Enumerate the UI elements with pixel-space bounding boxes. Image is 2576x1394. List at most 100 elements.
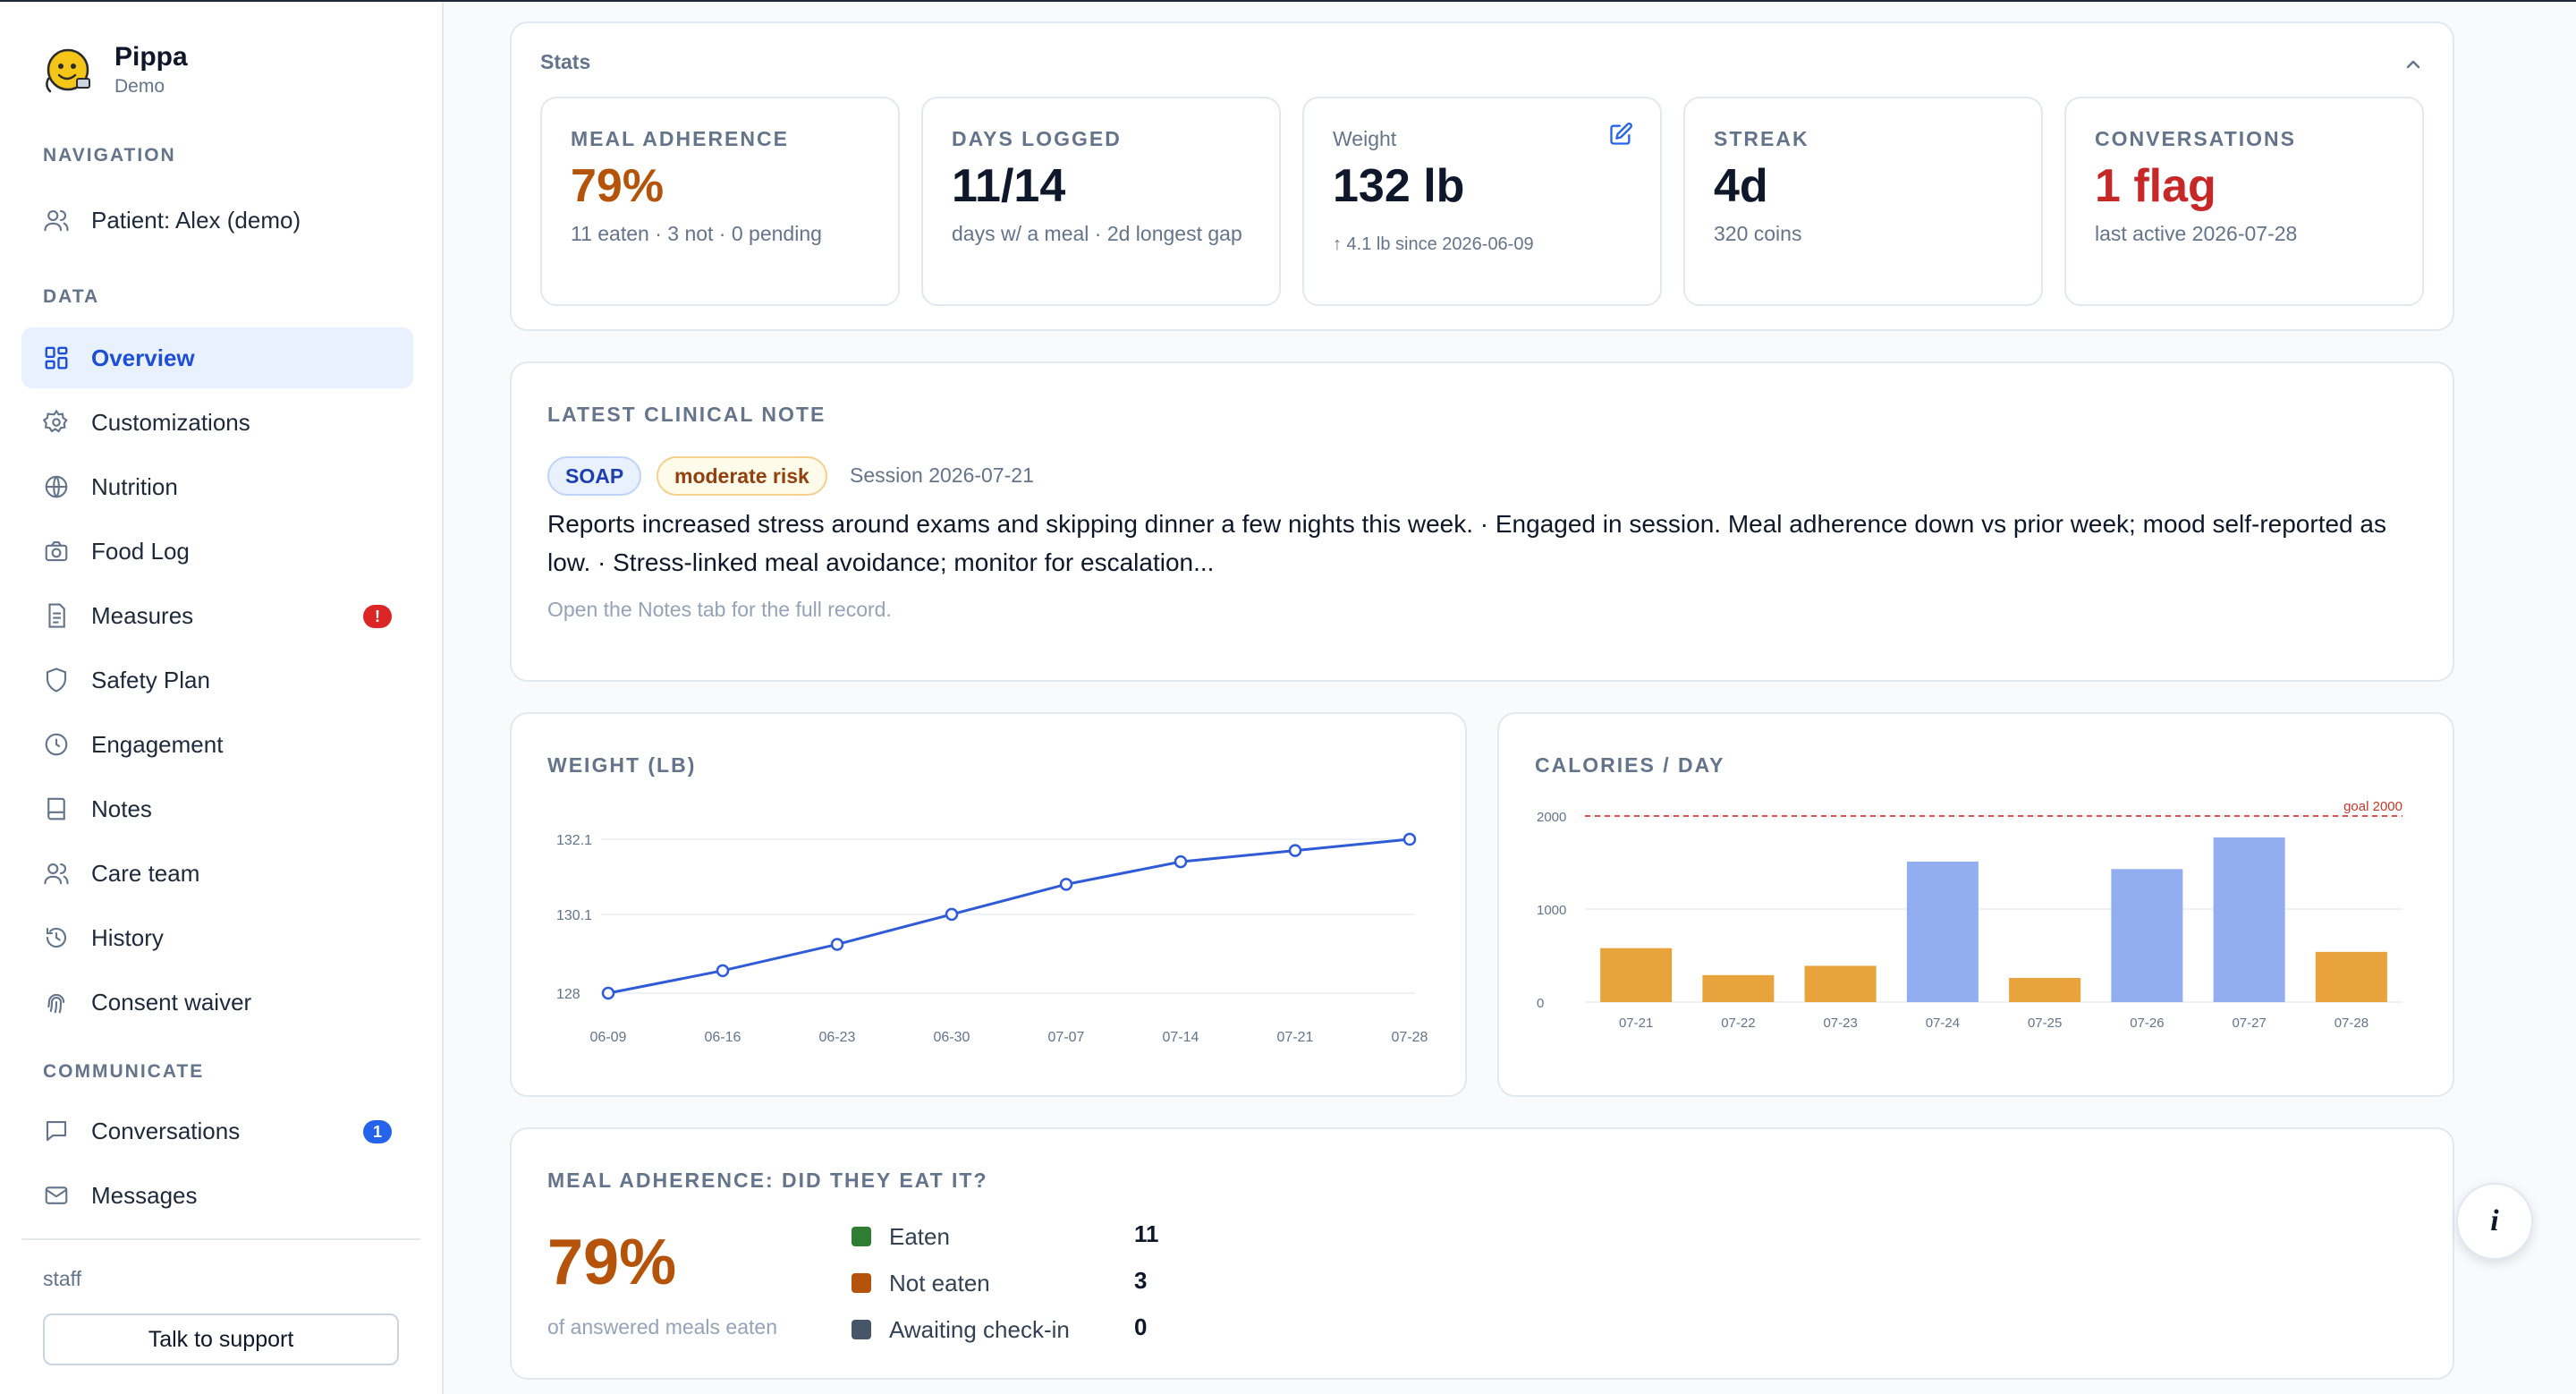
brand-name: Pippa: [114, 42, 188, 72]
stat-subtext: last active 2026-07-28: [2095, 222, 2298, 245]
sidebar-item-overview[interactable]: Overview: [21, 327, 413, 388]
users-icon: [44, 863, 69, 885]
stat-value: 11/14: [952, 160, 1066, 212]
x-tick-label: 07-27: [2232, 1016, 2266, 1031]
stat-value: 1 flag: [2095, 160, 2216, 212]
patient-selector[interactable]: Patient: Alex (demo): [21, 190, 413, 251]
calorie-bar: [1702, 974, 1775, 1002]
calorie-bar: [2315, 951, 2387, 1002]
legend-eaten: Eaten: [852, 1220, 950, 1253]
sidebar-item-customizations[interactable]: Customizations: [21, 392, 413, 453]
brand-subtitle: Demo: [114, 76, 165, 97]
data-point: [945, 907, 959, 922]
stat-value: 79%: [571, 160, 665, 212]
legend-value: 11: [1134, 1220, 1159, 1247]
legend-swatch: [852, 1320, 871, 1339]
sidebar-item-history[interactable]: History: [21, 907, 413, 968]
data-point: [830, 938, 844, 951]
shield-icon: [46, 667, 67, 693]
info-button[interactable]: i: [2456, 1183, 2533, 1260]
measures-alert-badge: !: [363, 605, 392, 628]
sidebar-item-consent-waiver[interactable]: Consent waiver: [21, 972, 413, 1033]
x-tick-label: 07-28: [2334, 1016, 2368, 1031]
sidebar-item-food-log[interactable]: Food Log: [21, 521, 413, 582]
stat-label: Weight: [1333, 127, 1397, 150]
calorie-bar: [1600, 948, 1673, 1002]
stat-subtext: 11 eaten · 3 not · 0 pending: [571, 222, 822, 245]
legend-swatch: [852, 1227, 871, 1246]
brand[interactable]: Pippa Demo: [41, 41, 188, 100]
meal-adherence-title: MEAL ADHERENCE: DID THEY EAT IT?: [547, 1169, 988, 1192]
stats-title: Stats: [540, 50, 591, 73]
sidebar-item-label: Food Log: [91, 537, 190, 565]
sidebar-item-notes[interactable]: Notes: [21, 778, 413, 839]
talk-to-support-button[interactable]: Talk to support: [43, 1313, 399, 1365]
x-tick-label: 07-14: [1163, 1030, 1199, 1045]
adherence-subtext: of answered meals eaten: [547, 1315, 777, 1339]
communicate-section-title: COMMUNICATE: [43, 1061, 205, 1082]
adherence-percent: 79%: [547, 1227, 677, 1298]
patient-label: Patient: Alex (demo): [91, 206, 301, 234]
sidebar-item-label: History: [91, 923, 164, 951]
sidebar-item-label: Notes: [91, 795, 152, 822]
stat-card-streak: STREAK 4d 320 coins: [1683, 97, 2043, 306]
calories-chart-title: CALORIES / DAY: [1535, 753, 1725, 777]
goal-label: goal 2000: [2343, 799, 2402, 814]
document-icon: [48, 603, 65, 628]
sidebar-item-label: Safety Plan: [91, 666, 210, 693]
sidebar-item-label: Overview: [91, 344, 195, 371]
edit-icon[interactable]: [1608, 122, 1633, 147]
weight-line-chart: 128 130.1 132.1 06-09 06-16 06-23 06-30 07-07 07…: [556, 832, 1428, 1045]
globe-icon: [45, 475, 68, 498]
legend-value: 3: [1134, 1267, 1148, 1294]
sidebar-item-measures[interactable]: Measures !: [21, 585, 413, 646]
calorie-bar: [2111, 869, 2183, 1002]
data-section-title: DATA: [43, 286, 100, 307]
gear-icon: [43, 409, 68, 433]
notebook-icon: [47, 797, 65, 820]
sidebar-item-label: Customizations: [91, 408, 250, 436]
stat-card-conversations[interactable]: CONVERSATIONS 1 flag last active 2026-07…: [2064, 97, 2424, 306]
sidebar-item-conversations[interactable]: Conversations 1: [21, 1101, 413, 1161]
stat-label: MEAL ADHERENCE: [571, 127, 789, 150]
conversations-count-badge: 1: [363, 1120, 392, 1143]
x-tick-label: 06-09: [590, 1030, 627, 1045]
sidebar-divider: [21, 1238, 420, 1240]
staff-label: staff: [43, 1267, 82, 1290]
sidebar-item-label: Conversations: [91, 1117, 241, 1144]
chevron-up-icon[interactable]: [2402, 54, 2424, 75]
stat-subtext: days w/ a meal · 2d longest gap: [952, 222, 1242, 245]
data-point: [716, 964, 730, 978]
x-tick-label: 07-25: [2028, 1016, 2062, 1031]
calories-chart-card: CALORIES / DAY 0 1000 2000 07-21 07-22 07-23 0…: [1497, 712, 2454, 1097]
note-summary: Reports increased stress around exams an…: [547, 510, 2386, 576]
x-tick-label: 07-28: [1392, 1030, 1428, 1045]
clinical-note-card: LATEST CLINICAL NOTE SOAP moderate risk …: [510, 361, 2454, 682]
sidebar-item-nutrition[interactable]: Nutrition: [21, 456, 413, 517]
sidebar-item-label: Engagement: [91, 730, 224, 758]
sidebar-item-safety-plan[interactable]: Safety Plan: [21, 650, 413, 710]
fingerprint-icon: [47, 993, 65, 1014]
sidebar-item-engagement[interactable]: Engagement: [21, 714, 413, 775]
stat-card-weight: Weight 132 lb ↑ 4.1 lb since 2026-06-09: [1302, 97, 1662, 306]
data-point: [1402, 832, 1417, 846]
chat-icon: [46, 1120, 67, 1142]
stat-label: DAYS LOGGED: [952, 127, 1122, 150]
legend-awaiting: Awaiting check-in: [852, 1313, 1070, 1346]
stat-value: 132 lb: [1333, 160, 1465, 212]
weight-chart-title: WEIGHT (LB): [547, 753, 697, 777]
user-icon: [44, 209, 69, 232]
calories-bar-chart: 0 1000 2000 07-21 07-22 07-23 07-24 07-25 07-26 0…: [1537, 799, 2402, 1031]
meal-adherence-card: MEAL ADHERENCE: DID THEY EAT IT? 79% of …: [510, 1127, 2454, 1380]
sidebar-item-label: Consent waiver: [91, 988, 252, 1016]
x-tick-label: 07-26: [2130, 1016, 2164, 1031]
sidebar-item-care-team[interactable]: Care team: [21, 843, 413, 904]
sidebar-item-messages[interactable]: Messages: [21, 1165, 413, 1226]
legend-label: Not eaten: [889, 1269, 990, 1296]
legend-swatch: [852, 1273, 871, 1293]
stat-subtext: 320 coins: [1714, 222, 1802, 245]
legend-not-eaten: Not eaten: [852, 1267, 990, 1299]
data-point: [1059, 878, 1073, 891]
stats-panel: Stats MEAL ADHERENCE 79% 11 eaten · 3 no…: [510, 21, 2454, 331]
sidebar-item-label: Nutrition: [91, 472, 178, 500]
